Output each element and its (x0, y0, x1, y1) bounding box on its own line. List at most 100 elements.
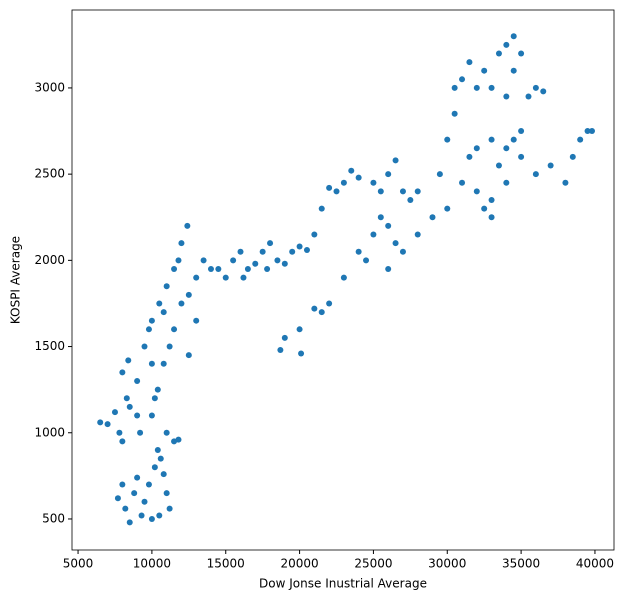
point (175, 257, 182, 264)
x-tick-label: 20000 (280, 557, 318, 571)
point (298, 350, 305, 357)
point (154, 386, 161, 393)
point (377, 188, 384, 195)
point (532, 84, 539, 91)
point (466, 153, 473, 160)
point (510, 33, 517, 40)
point (518, 50, 525, 57)
point (171, 326, 178, 333)
point (355, 174, 362, 181)
point (532, 171, 539, 178)
point (503, 41, 510, 48)
point (131, 490, 138, 497)
point (178, 300, 185, 307)
point (289, 248, 296, 255)
point (503, 145, 510, 152)
point (392, 240, 399, 247)
point (296, 243, 303, 250)
point (370, 231, 377, 238)
point (157, 455, 164, 462)
point (326, 300, 333, 307)
point (193, 274, 200, 281)
point (495, 50, 502, 57)
point (466, 59, 473, 66)
point (436, 171, 443, 178)
point (148, 515, 155, 522)
point (340, 179, 347, 186)
point (414, 231, 421, 238)
point (444, 136, 451, 143)
point (264, 265, 271, 272)
point (222, 274, 229, 281)
x-tick-label: 5000 (63, 557, 94, 571)
y-tick-label: 2000 (34, 253, 65, 267)
point (451, 110, 458, 117)
point (134, 412, 141, 419)
point (318, 309, 325, 316)
point (119, 438, 126, 445)
point (277, 347, 284, 353)
point (116, 429, 123, 436)
point (444, 205, 451, 212)
point (126, 519, 133, 526)
point (244, 265, 251, 272)
point (141, 343, 148, 350)
point (510, 67, 517, 74)
point (540, 88, 547, 95)
point (318, 205, 325, 212)
point (193, 317, 200, 324)
point (385, 222, 392, 229)
point (185, 352, 192, 359)
x-tick-label: 40000 (576, 557, 614, 571)
point (125, 357, 132, 364)
point (340, 274, 347, 281)
point (281, 260, 288, 267)
point (584, 128, 591, 135)
point (459, 179, 466, 186)
point (385, 171, 392, 178)
point (414, 188, 421, 195)
point (392, 157, 399, 164)
point (148, 360, 155, 367)
point (148, 317, 155, 324)
point (145, 326, 152, 333)
point (185, 291, 192, 298)
point (525, 93, 532, 100)
point (138, 512, 145, 519)
point (488, 197, 495, 203)
point (119, 481, 126, 488)
point (370, 179, 377, 186)
point (252, 260, 259, 267)
point (473, 145, 480, 152)
x-tick-label: 10000 (133, 557, 171, 571)
point (230, 257, 237, 264)
y-tick-label: 1000 (34, 425, 65, 439)
x-axis-label: Dow Jonse Inustrial Average (259, 577, 427, 591)
point (123, 395, 130, 402)
point (126, 403, 133, 410)
point (481, 205, 488, 212)
point (569, 153, 576, 160)
point (151, 395, 158, 402)
point (104, 421, 111, 428)
point (240, 274, 247, 281)
point (119, 369, 126, 376)
point (481, 67, 488, 74)
point (274, 257, 281, 264)
point (495, 162, 502, 169)
point (588, 128, 595, 135)
point (355, 248, 362, 255)
point (163, 283, 170, 290)
y-axis-label: KOSPI Average (9, 236, 23, 324)
point (267, 240, 274, 247)
point (184, 222, 191, 229)
x-tick-label: 35000 (502, 557, 540, 571)
point (175, 436, 182, 443)
point (154, 447, 161, 453)
point (518, 128, 525, 135)
point (148, 412, 155, 419)
plot-frame (71, 9, 615, 551)
point (488, 84, 495, 91)
point (141, 498, 148, 505)
point (577, 136, 584, 143)
